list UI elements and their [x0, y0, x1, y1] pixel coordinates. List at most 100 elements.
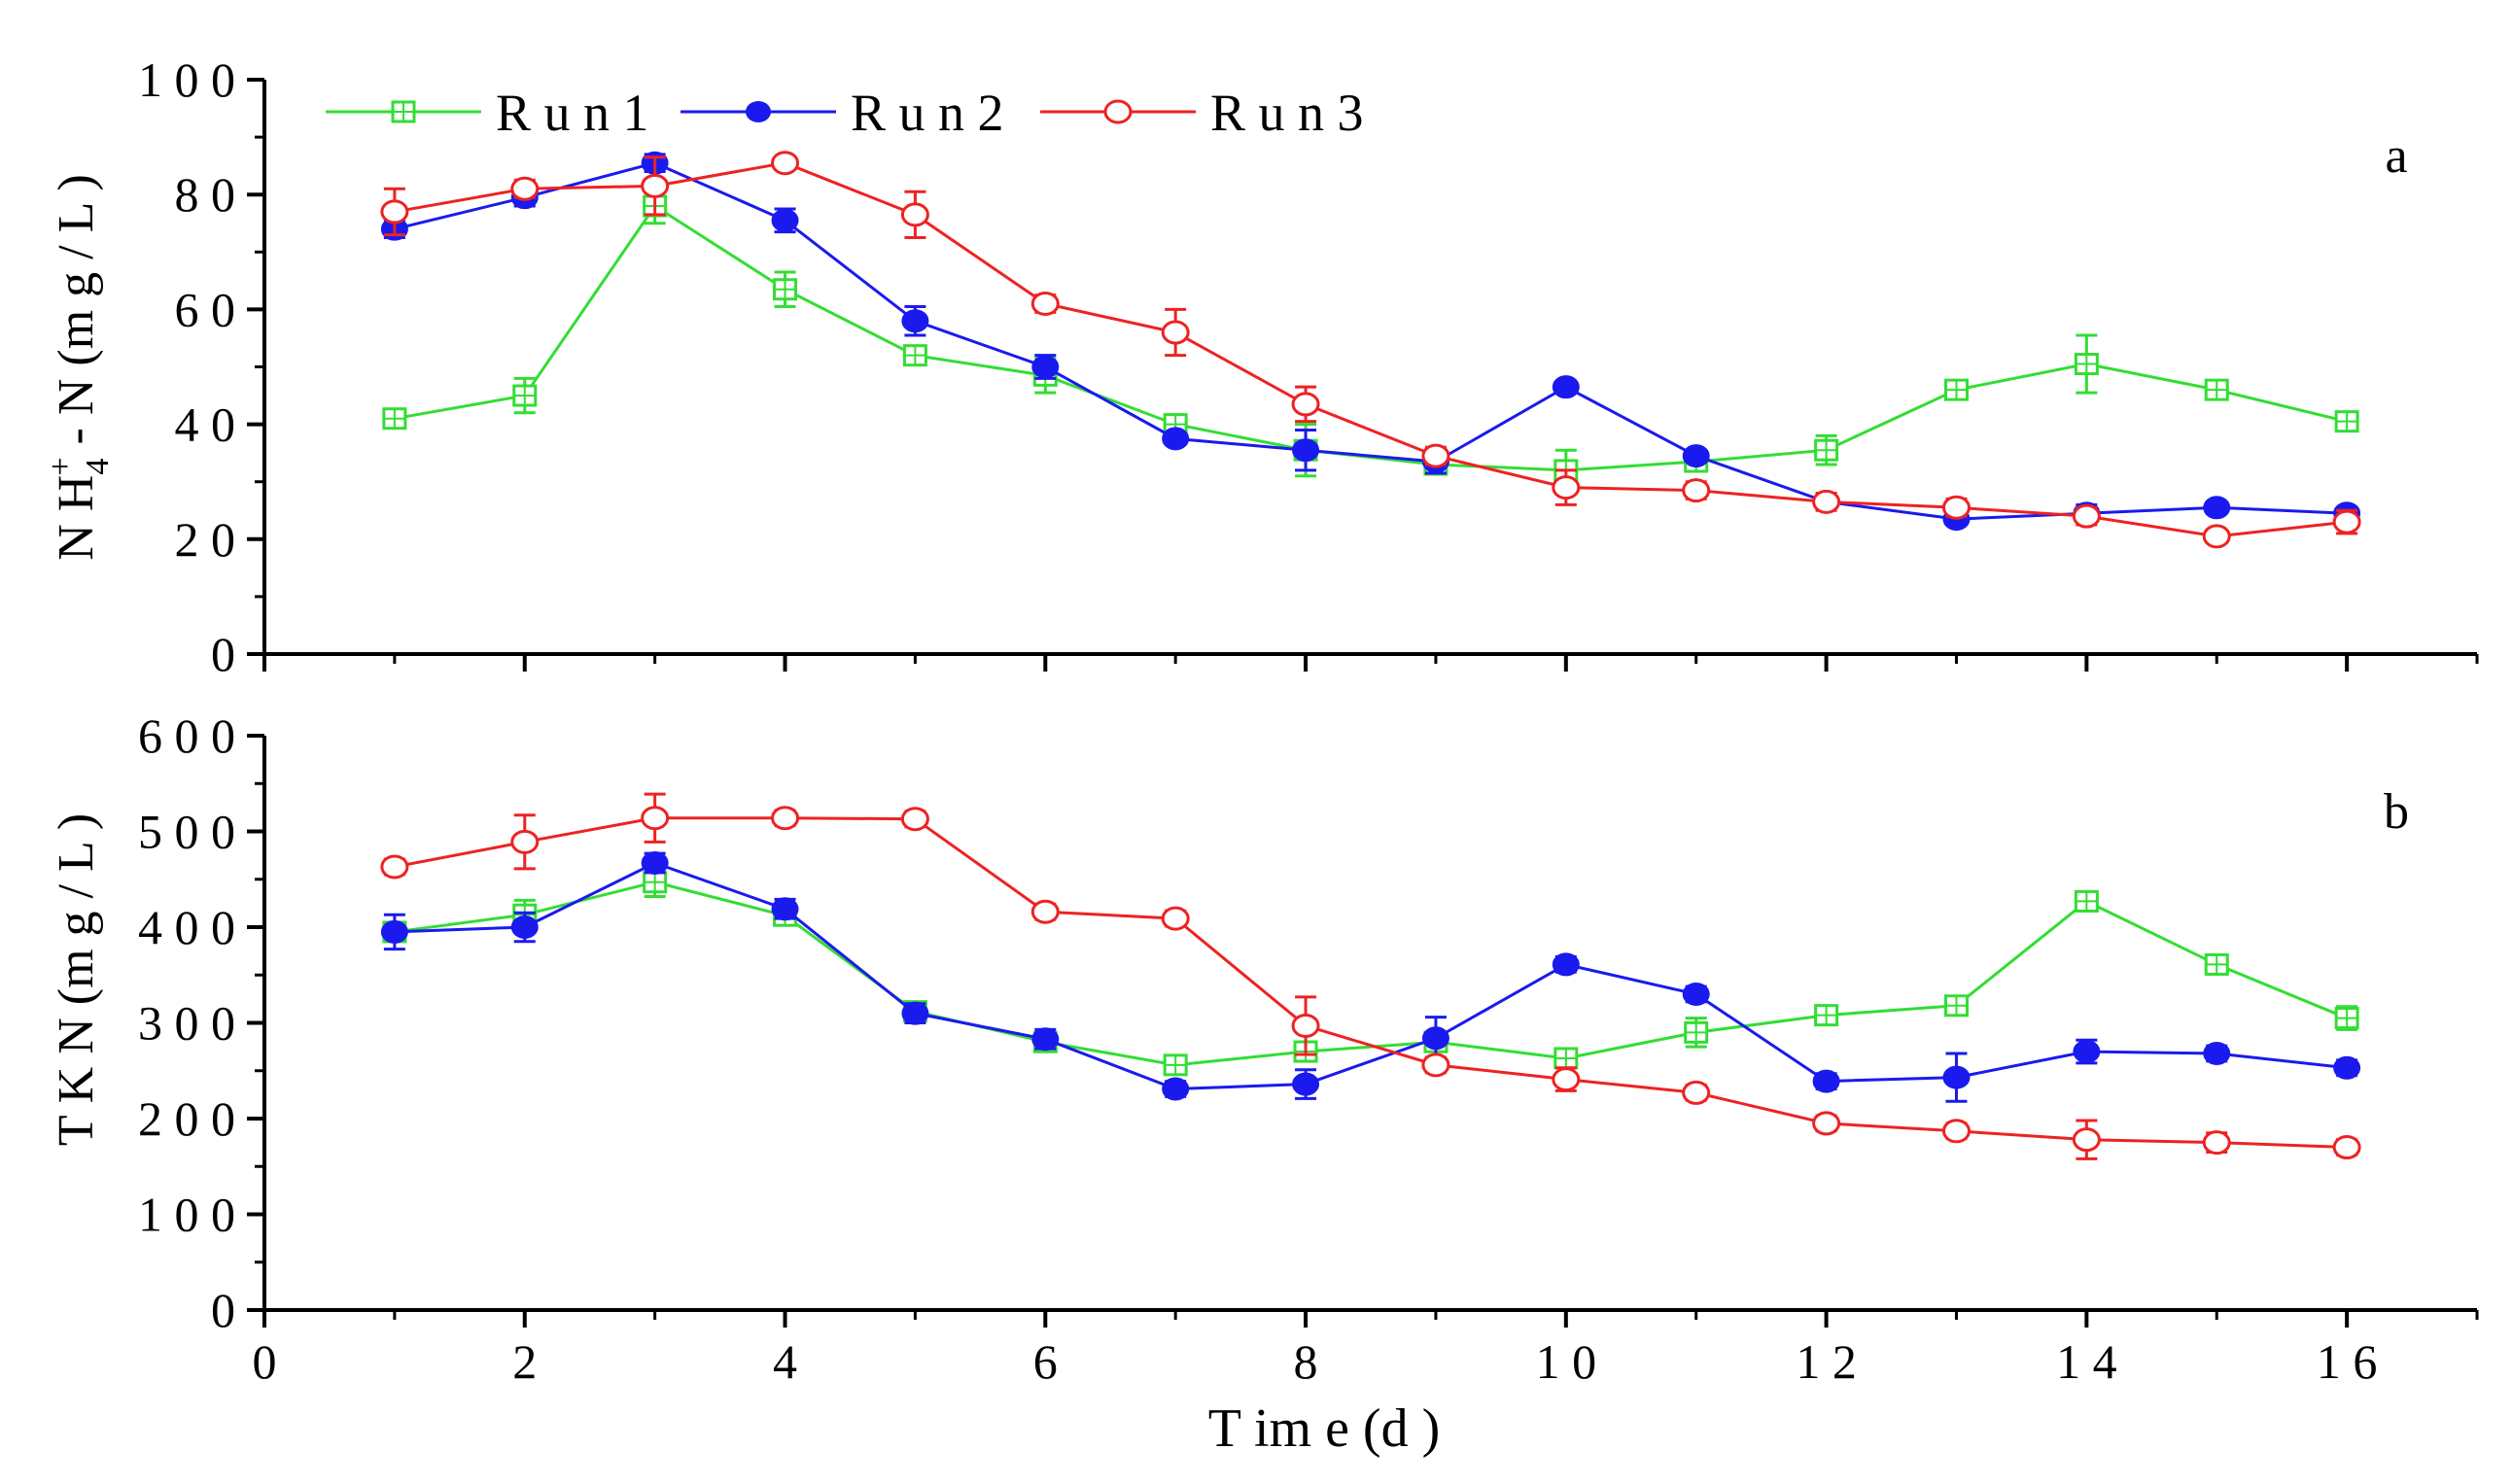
data-point [1941, 495, 1971, 520]
x-axis-title: T im e (d ) [1208, 1398, 1440, 1459]
x-tick-label: 1 2 [1796, 1334, 1857, 1389]
data-point [1942, 1065, 1971, 1089]
series-line [394, 816, 2348, 1150]
data-point [510, 915, 539, 939]
y-tick-label: 6 0 [175, 282, 236, 336]
x-tick-label: 1 0 [1536, 1334, 1597, 1389]
data-point [2203, 496, 2231, 520]
y-tick-label: 8 0 [175, 167, 236, 222]
data-point [1421, 1053, 1450, 1078]
data-point [1292, 1072, 1320, 1096]
data-point [1682, 982, 1710, 1006]
x-tick-label: 6 [1033, 1334, 1058, 1389]
data-point [1682, 444, 1710, 468]
legend-label: R u n 2 [851, 84, 1004, 142]
data-point [2073, 1040, 2101, 1064]
data-point [771, 151, 800, 176]
x-tick-label: 2 [512, 1334, 537, 1389]
y-tick-label: 0 [211, 627, 235, 681]
y-tick-label: 2 0 0 [138, 1091, 235, 1146]
data-point [641, 806, 670, 831]
data-point [1031, 355, 1060, 379]
data-point [2332, 1135, 2361, 1160]
data-point [641, 851, 669, 876]
data-point [1552, 1067, 1581, 1092]
data-point [510, 829, 540, 854]
data-point [380, 919, 408, 944]
data-point [2202, 524, 2231, 549]
data-point [1291, 1013, 1320, 1038]
data-point [1682, 478, 1711, 503]
series-line [394, 880, 2348, 1067]
ylabel-subscript: 4 [80, 459, 116, 475]
data-point [901, 1001, 929, 1025]
data-point [900, 807, 929, 832]
series-line [394, 861, 2348, 1090]
series-run-2 [380, 851, 2361, 1103]
data-point [1941, 1119, 1971, 1144]
series-line [394, 161, 2348, 521]
legend: R u n 1 R u n 2 R u n 3 [326, 84, 1364, 142]
data-point [771, 208, 799, 232]
y-tick-label: 1 0 0 [138, 1188, 235, 1242]
data-point [380, 854, 409, 880]
legend-label: R u n 1 [496, 84, 649, 142]
data-point [641, 173, 670, 198]
data-point [1682, 1080, 1711, 1105]
data-point [1421, 1026, 1449, 1051]
x-tick-label: 1 4 [2056, 1334, 2117, 1389]
data-point [771, 806, 800, 831]
data-point [380, 199, 409, 224]
series-run-3 [380, 792, 2361, 1160]
series-line [394, 161, 2348, 538]
data-point [771, 897, 799, 921]
data-point [2203, 1042, 2231, 1066]
data-point [2333, 1055, 2361, 1080]
series-run-1 [382, 187, 2359, 493]
data-point [1812, 1069, 1840, 1093]
data-point [1812, 1111, 1841, 1136]
data-point [2072, 1127, 2101, 1153]
x-tick-label: 0 [253, 1334, 277, 1389]
data-point [1031, 1027, 1060, 1052]
data-point [2072, 503, 2101, 529]
ylabel-tail: - N (m g / L ) [49, 174, 104, 457]
series-run-3 [380, 151, 2361, 549]
data-point [1161, 320, 1190, 345]
y-tick-label: 4 0 0 [138, 900, 235, 954]
data-point [1552, 475, 1581, 500]
y-tick-label: 4 0 [175, 397, 236, 452]
data-point [1552, 952, 1580, 977]
data-point [1291, 392, 1320, 417]
y-tick-label: 0 [211, 1283, 235, 1337]
data-point [1292, 438, 1320, 463]
y-tick-label: 3 0 0 [138, 996, 235, 1051]
panel-label: a [2385, 128, 2407, 184]
data-point [1030, 291, 1060, 316]
legend-marker [1103, 99, 1133, 124]
data-point [1161, 906, 1190, 931]
legend-marker [746, 101, 771, 122]
panel-b: 0 1 0 0 2 0 0 3 0 0 4 0 0 5 0 0 6 0 0 0 2 4 6 8 1 0 1… [138, 708, 2479, 1389]
x-tick-label: 8 [1294, 1334, 1318, 1389]
panel-a: 0 2 0 4 0 6 0 8 0 1 0 0 a [138, 52, 2479, 681]
y-tick-label: 5 0 0 [138, 805, 235, 859]
data-point [1030, 899, 1060, 924]
x-tick-label: 1 6 [2317, 1334, 2378, 1389]
data-point [1812, 489, 1841, 514]
data-point [1162, 427, 1190, 451]
data-point [1552, 375, 1580, 399]
data-point [2202, 1130, 2231, 1156]
ylabel-main: N H [49, 475, 104, 561]
y-tick-label: 2 0 [175, 512, 236, 567]
legend-label: R u n 3 [1210, 84, 1364, 142]
data-point [510, 176, 540, 201]
ylabel-superscript: + [43, 457, 79, 475]
data-point [1421, 443, 1450, 468]
y-axis-title-a: N H4+ - N (m g / L ) [43, 174, 116, 561]
y-tick-label: 1 0 0 [138, 52, 235, 107]
data-point [1162, 1077, 1190, 1101]
panel-label: b [2384, 784, 2409, 840]
data-point [901, 309, 929, 333]
